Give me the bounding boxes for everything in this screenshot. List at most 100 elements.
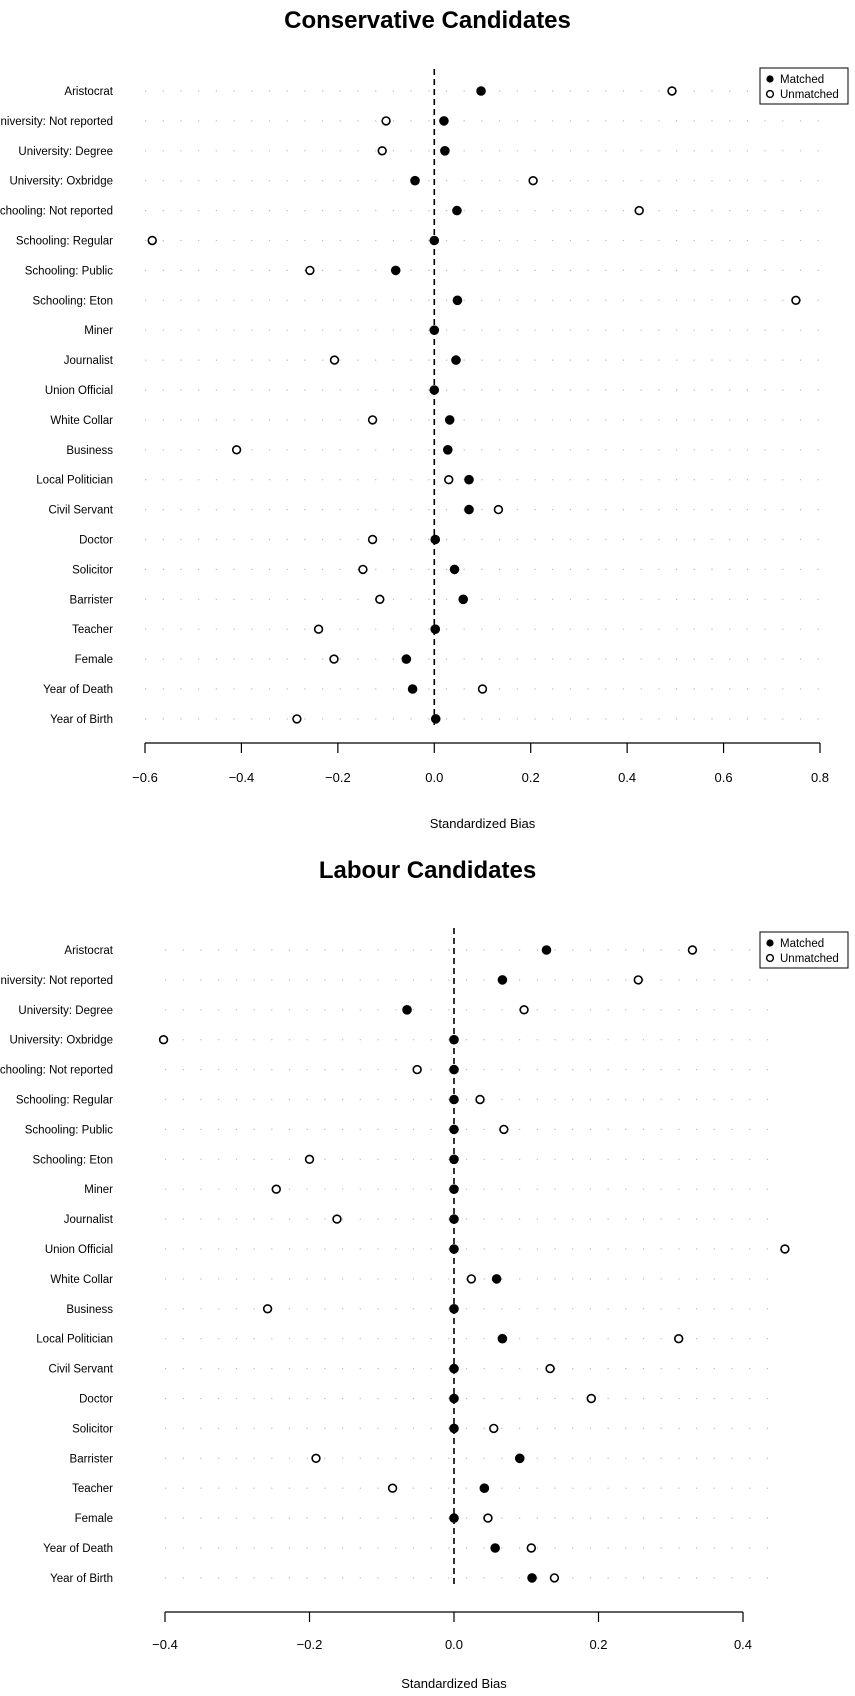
unmatched-point	[493, 504, 504, 515]
category-label: Schooling: Eton	[32, 1154, 113, 1166]
category-label: Local Politician	[36, 475, 113, 487]
category-label: Journalist	[64, 355, 114, 367]
unmatched-point	[329, 654, 339, 664]
legend: Matched Unmatched	[759, 67, 849, 105]
unmatched-point	[499, 1124, 509, 1135]
category-label: University: Not reported	[0, 116, 113, 128]
chart-panel-1: Conservative Candidates Aristocrat Univers…	[0, 7, 849, 831]
category-label: Schooling: Regular	[16, 236, 113, 248]
x-tick-label: 0.2	[589, 1637, 607, 1652]
matched-point	[452, 205, 462, 216]
matched-point	[497, 1333, 508, 1344]
category-label: University: Not reported	[0, 975, 113, 987]
category-label: Business	[66, 445, 113, 457]
category-label: Local Politician	[36, 1334, 113, 1346]
unmatched-point	[673, 1333, 684, 1344]
matched-point	[449, 1184, 459, 1194]
unmatched-point	[667, 86, 677, 96]
matched-point	[449, 1363, 459, 1374]
x-tick-label: −0.4	[152, 1637, 178, 1652]
unmatched-point	[634, 205, 644, 216]
x-tick-label: −0.2	[297, 1637, 323, 1652]
unmatched-point	[444, 475, 454, 485]
category-label: Miner	[84, 1184, 113, 1196]
unmatched-point	[367, 415, 378, 425]
unmatched-point	[466, 1274, 477, 1284]
matched-point	[429, 385, 440, 395]
unmatched-point	[262, 1304, 273, 1314]
category-label: Solicitor	[72, 1423, 113, 1435]
unmatched-point	[519, 1005, 529, 1015]
legend-unmatched-label: Unmatched	[780, 89, 839, 101]
legend-matched-marker	[766, 939, 774, 947]
legend-matched-label: Matched	[780, 74, 824, 86]
matched-point	[449, 564, 460, 575]
matched-point	[430, 624, 441, 635]
category-label: University: Oxbridge	[9, 1035, 113, 1047]
unmatched-point	[412, 1064, 422, 1075]
matched-point	[429, 325, 440, 336]
unmatched-point	[477, 684, 488, 694]
matched-point	[410, 175, 420, 186]
unmatched-point	[377, 146, 387, 156]
unmatched-point	[311, 1453, 321, 1464]
matched-point	[541, 945, 552, 955]
matched-point	[476, 86, 486, 96]
matched-point	[451, 355, 461, 365]
matched-point	[442, 445, 453, 455]
category-label: Aristocrat	[64, 945, 113, 957]
unmatched-point	[367, 534, 378, 545]
category-label: White Collar	[50, 415, 113, 427]
matched-point	[449, 1124, 459, 1135]
category-label: Schooling: Regular	[16, 1095, 113, 1107]
matched-point	[449, 1154, 459, 1165]
x-tick-label: −0.4	[229, 770, 255, 785]
x-tick-label: −0.2	[325, 770, 351, 785]
category-label: University: Degree	[18, 146, 113, 158]
unmatched-point	[489, 1423, 499, 1434]
unmatched-point	[329, 355, 340, 365]
category-label: Year of Death	[43, 684, 113, 696]
legend-box	[759, 67, 849, 105]
category-label: Schooling: Not reported	[0, 206, 113, 218]
x-tick-label: 0.2	[522, 770, 540, 785]
category-label: University: Degree	[18, 1005, 113, 1017]
unmatched-point	[231, 445, 242, 455]
unmatched-point	[147, 235, 157, 246]
unmatched-point	[780, 1244, 790, 1254]
matched-point	[490, 1543, 500, 1553]
matched-point	[458, 594, 469, 605]
category-label: Year of Birth	[50, 714, 113, 726]
unmatched-point	[586, 1393, 596, 1404]
unmatched-point	[387, 1483, 398, 1493]
unmatched-point	[526, 1543, 537, 1553]
matched-point	[402, 1005, 412, 1015]
legend-unmatched-marker	[765, 953, 775, 963]
matched-point	[449, 1094, 459, 1105]
x-tick-label: 0.0	[425, 770, 443, 785]
legend-unmatched-marker	[765, 89, 775, 99]
chart-title: Conservative Candidates	[284, 7, 571, 34]
matched-point	[430, 714, 441, 724]
category-label: Miner	[84, 325, 113, 337]
matched-point	[449, 1214, 459, 1224]
category-label: Teacher	[72, 624, 113, 636]
matched-point	[464, 504, 474, 515]
category-label: Civil Servant	[48, 1364, 113, 1376]
category-label: Business	[66, 1304, 113, 1316]
matched-point	[449, 1304, 459, 1314]
category-label: Doctor	[79, 535, 113, 547]
unmatched-point	[545, 1363, 555, 1374]
category-label: Journalist	[64, 1214, 114, 1226]
unmatched-point	[791, 295, 801, 305]
unmatched-point	[271, 1184, 281, 1194]
matched-point	[479, 1483, 490, 1493]
category-label: Barrister	[70, 594, 114, 606]
legend-matched-label: Matched	[780, 938, 824, 950]
matched-point	[527, 1573, 537, 1583]
matched-point	[390, 265, 401, 276]
category-label: Schooling: Not reported	[0, 1065, 113, 1077]
category-label: Barrister	[70, 1453, 114, 1465]
unmatched-point	[358, 564, 368, 575]
